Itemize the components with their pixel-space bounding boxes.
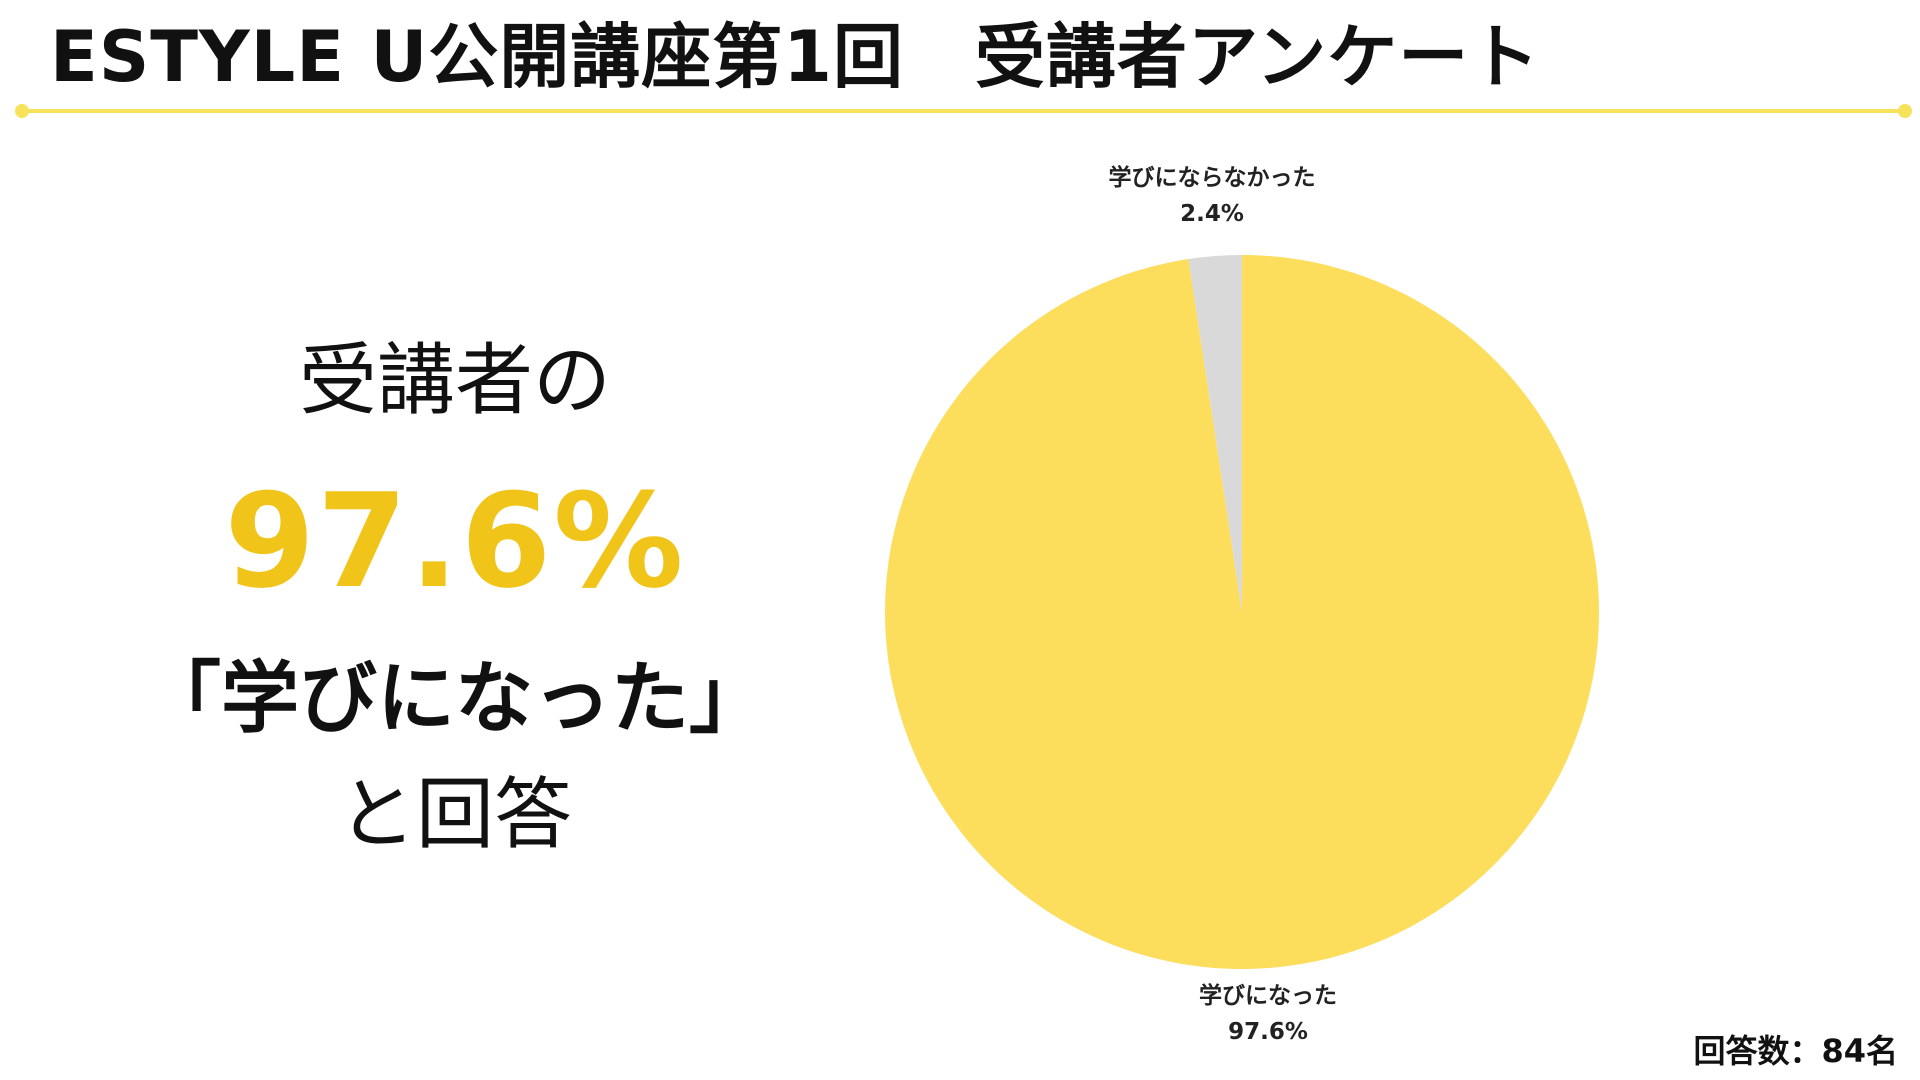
summary-quote: 「学びになった」 bbox=[142, 654, 767, 744]
title-underline bbox=[15, 104, 1912, 118]
pie-slice-label: 学びにならなかった bbox=[1109, 164, 1316, 191]
pie-slice-not-learned bbox=[1188, 255, 1242, 612]
page-title: ESTYLE U公開講座第1回 受講者アンケート bbox=[50, 16, 1541, 98]
summary-percent: 97.6% bbox=[224, 465, 686, 617]
respondent-count: 回答数：84名 bbox=[1693, 1032, 1898, 1070]
underline-left-dot bbox=[15, 104, 29, 118]
underline-right-dot bbox=[1898, 104, 1912, 118]
summary-answer-text: と回答 bbox=[337, 770, 572, 860]
pie-slice-value-label: 2.4% bbox=[1180, 201, 1244, 227]
summary-lead-text: 受講者の bbox=[298, 336, 611, 426]
pie-slice-label: 学びになった bbox=[1199, 982, 1337, 1009]
pie-slice-value-label: 97.6% bbox=[1228, 1019, 1308, 1045]
